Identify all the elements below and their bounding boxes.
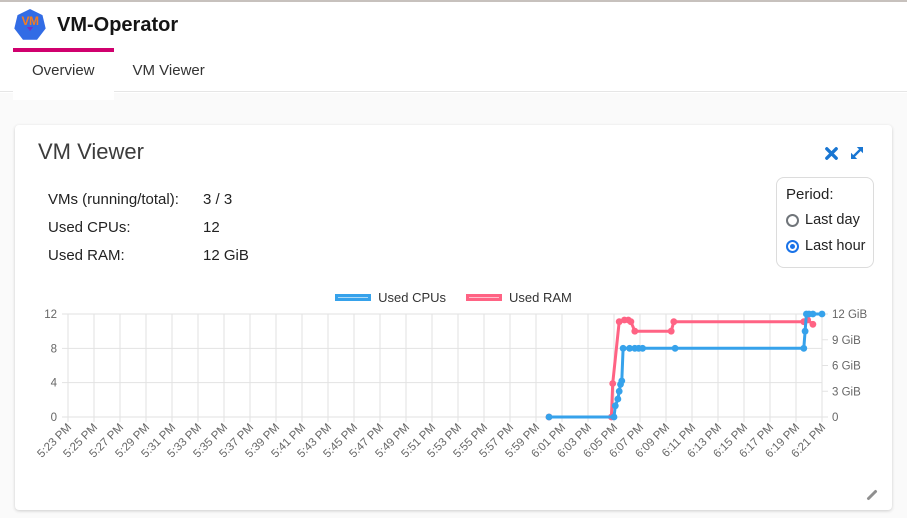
resize-handle-icon[interactable] — [865, 488, 879, 502]
period-option-label: Last day — [805, 212, 860, 228]
panel-actions — [824, 144, 866, 162]
app-header: VM VM-Operator — [0, 2, 907, 48]
svg-text:8: 8 — [51, 343, 57, 355]
stat-row-vms: VMs (running/total): 3 / 3 — [48, 185, 249, 213]
svg-text:12 GiB: 12 GiB — [832, 309, 867, 321]
legend-label: Used CPUs — [378, 290, 447, 305]
tab-vm-viewer[interactable]: VM Viewer — [132, 62, 205, 79]
svg-text:3 GiB: 3 GiB — [832, 386, 861, 398]
expand-icon[interactable] — [848, 144, 866, 162]
tab-bar: Overview VM Viewer — [0, 48, 907, 92]
period-option-last-day[interactable]: Last day — [786, 207, 864, 233]
stat-row-used-cpus: Used CPUs: 12 — [48, 213, 249, 241]
tab-overview[interactable]: Overview — [13, 48, 114, 91]
legend-item-used-cpus[interactable]: Used CPUs — [335, 290, 446, 305]
window-top-border — [0, 0, 907, 2]
svg-text:12: 12 — [44, 309, 57, 321]
svg-text:0: 0 — [832, 412, 838, 424]
radio-last-day[interactable] — [786, 213, 799, 227]
stat-label: Used RAM: — [48, 246, 125, 264]
svg-text:4: 4 — [51, 378, 58, 390]
legend-item-used-ram[interactable]: Used RAM — [466, 290, 572, 305]
stat-row-used-ram: Used RAM: 12 GiB — [48, 241, 249, 269]
period-panel: Period: Last day Last hour — [776, 177, 874, 268]
ram-legend-swatch-icon — [466, 294, 503, 301]
stat-label: Used CPUs: — [48, 218, 131, 236]
legend-label: Used RAM — [509, 290, 572, 305]
svg-text:6 GiB: 6 GiB — [832, 361, 861, 373]
period-option-label: Last hour — [805, 238, 866, 254]
svg-text:0: 0 — [51, 412, 57, 424]
cpu-legend-swatch-icon — [335, 294, 372, 301]
svg-text:9 GiB: 9 GiB — [832, 335, 861, 347]
vm-operator-logo-icon: VM — [14, 9, 46, 40]
stat-value: 3 / 3 — [203, 190, 233, 208]
radio-last-hour[interactable] — [786, 239, 799, 253]
stat-value: 12 — [203, 218, 220, 236]
stat-value: 12 GiB — [203, 246, 249, 264]
close-icon[interactable] — [824, 146, 839, 161]
stat-label: VMs (running/total): — [48, 190, 179, 208]
period-label: Period: — [786, 186, 834, 203]
chart-legend: Used CPUs Used RAM — [15, 290, 892, 305]
stats-list: VMs (running/total): 3 / 3 Used CPUs: 12… — [48, 185, 249, 269]
panel-title: VM Viewer — [38, 139, 144, 164]
usage-line-chart[interactable]: 5:23 PM5:25 PM5:27 PM5:29 PM5:31 PM5:33 … — [17, 306, 889, 478]
period-option-last-hour[interactable]: Last hour — [786, 233, 866, 259]
vm-viewer-panel: VM Viewer VMs (running/total): 3 / 3 Use… — [15, 125, 892, 510]
logo-text: VM — [21, 14, 40, 28]
app-title: VM-Operator — [57, 13, 179, 36]
